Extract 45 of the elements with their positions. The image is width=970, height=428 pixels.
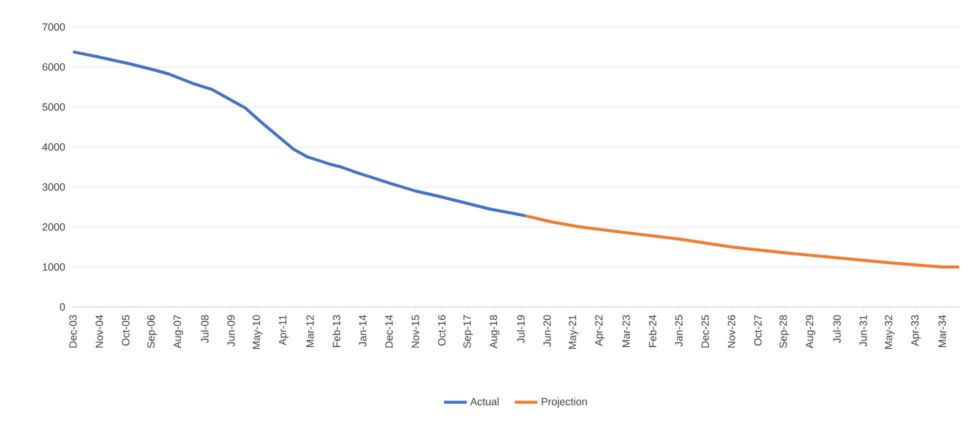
y-tick-label: 7000: [42, 23, 65, 31]
x-tick-label: Jan-14: [359, 315, 366, 347]
x-tick-label: Feb-24: [648, 315, 656, 347]
x-tick-label: Mar-34: [938, 315, 946, 347]
x-tick-label: May-21: [568, 315, 578, 349]
x-tick-label: Nov-26: [728, 315, 736, 348]
x-tick-label: Apr-11: [279, 315, 288, 346]
x-tick-label: Dec-14: [385, 315, 393, 348]
x-tick-label: Oct-27: [754, 315, 762, 346]
x-tick-label: Jul-30: [833, 315, 841, 344]
x-tick-label: Jun-31: [860, 315, 867, 347]
x-tick-label: May-10: [252, 315, 262, 349]
y-tick-label: 6000: [42, 63, 65, 71]
x-tick-label: Sep-28: [779, 315, 789, 348]
x-tick-label: Oct-16: [438, 315, 446, 346]
x-tick-label: Jan-25: [675, 315, 683, 347]
x-tick-label: Apr-33: [911, 315, 921, 346]
x-tick-label: Jun-20: [543, 315, 551, 347]
x-tick-label: Apr-22: [595, 315, 605, 346]
x-tick-label: Aug-07: [174, 315, 184, 348]
x-tick-label: Sep-06: [147, 315, 157, 348]
legend-label: Actual: [470, 398, 499, 406]
legend-label: Projection: [542, 398, 587, 408]
y-tick-label: 1000: [42, 263, 65, 271]
y-tick-label: 3000: [42, 183, 65, 191]
x-tick-label: Nov-15: [412, 315, 420, 348]
x-tick-label: Aug-29: [806, 315, 816, 348]
x-tick-label: Nov-04: [96, 315, 104, 348]
x-tick-label: Jul-19: [516, 315, 525, 344]
x-tick-label: Mar-23: [622, 315, 630, 347]
y-tick-label: 0: [60, 303, 65, 311]
x-tick-label: Feb-13: [332, 315, 340, 347]
x-tick-label: Sep-17: [463, 315, 473, 348]
x-tick-label: Mar-12: [306, 315, 314, 347]
x-tick-label: Aug-18: [490, 315, 500, 348]
y-tick-label: 2000: [42, 223, 65, 231]
x-tick-label: Jul-08: [200, 315, 209, 344]
line-series: [524, 214, 961, 268]
x-tick-label: Dec-03: [69, 315, 77, 348]
x-tick-label: May-32: [884, 315, 894, 349]
x-tick-label: Jun-09: [227, 315, 235, 347]
x-tick-label: Dec-25: [701, 315, 709, 348]
x-tick-label: Oct-05: [122, 315, 130, 346]
y-tick-label: 4000: [42, 143, 65, 151]
y-tick-label: 5000: [42, 103, 65, 111]
